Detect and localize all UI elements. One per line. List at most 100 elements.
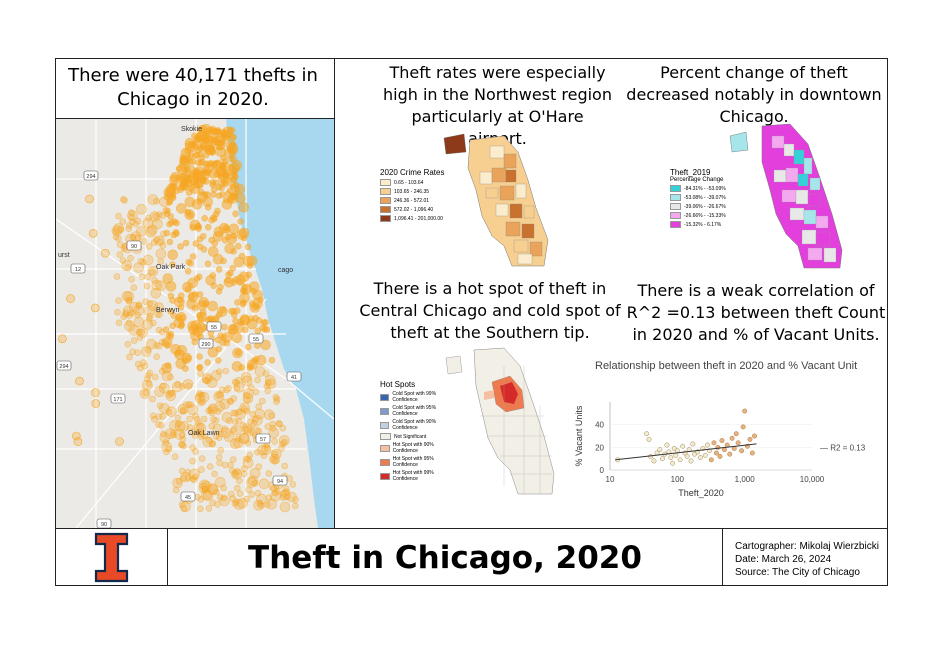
theft-point [222,172,229,179]
theft-point [114,235,122,242]
theft-point [149,395,156,403]
theft-point [236,490,244,497]
rates-legend-title: 2020 Crime Rates [380,168,445,177]
theft-point [184,196,196,208]
scatter-point [659,456,665,462]
theft-point [238,227,250,239]
theft-point [292,502,299,510]
theft-point [210,416,217,423]
theft-point [184,286,192,293]
theft-point [113,273,121,280]
theft-point [216,434,223,441]
theft-point [214,401,225,412]
theft-point [238,202,249,213]
theft-point [230,426,238,433]
theft-point [219,339,226,346]
theft-point [187,320,198,332]
theft-point [238,271,250,283]
theft-point [265,494,273,502]
place-labels: Skokie Oak Park Berwyn Oak Lawn cago urst [58,126,293,437]
correlation-caption: There is a weak correlation of R^2 =0.13… [626,281,886,344]
theft-point [224,227,231,234]
theft-point [162,273,174,284]
theft-point [226,233,238,244]
theft-point [262,319,269,326]
theft-point [252,415,263,426]
theft-point [136,203,147,215]
theft-point [184,468,191,476]
theft-point [271,450,279,458]
theft-point [203,178,210,185]
theft-point [58,334,67,344]
theft-point [157,258,165,265]
theft-point [209,499,216,507]
theft-point [175,420,182,427]
theft-point [142,298,149,305]
theft-point [194,392,206,404]
theft-point [198,455,206,462]
theft-point [163,229,171,237]
theft-point [273,395,281,403]
theft-point [228,307,235,315]
theft-point [149,319,157,327]
scatter-point [684,453,690,459]
theft-point [155,280,167,292]
change-legend-swatch [670,185,681,192]
theft-point [212,231,224,242]
road-shield-label: 55 [211,325,217,331]
theft-point [281,439,288,446]
theft-point [115,212,122,220]
theft-point [116,251,124,258]
theft-point [234,435,242,443]
theft-point [124,320,135,332]
theft-point [230,395,238,402]
hotspot-legend-swatch [380,407,390,415]
change-legend-swatch [670,212,681,219]
scatter-point [717,453,723,459]
theft-point [182,239,190,247]
theft-point [260,444,272,456]
theft-point [236,477,243,485]
theft-point [223,277,235,288]
theft-point [201,215,208,222]
theft-point [159,212,166,220]
theft-point [190,141,197,149]
theft-point [176,203,187,214]
change-legend-swatch [670,194,681,201]
theft-point [200,143,207,150]
theft-point [198,391,205,399]
scatter-point [697,455,703,460]
theft-point [124,341,132,348]
theft-point [215,453,223,461]
road-shield: 90 [96,518,112,528]
theft-point [181,184,188,191]
rates-legend-item: 1,096.41 - 201,000.00 [380,215,460,222]
theft-point [220,257,227,265]
theft-point [243,495,251,503]
theft-point [244,243,252,251]
y-axis-label: % Vacant Units [574,405,584,466]
scatter-point [752,433,757,439]
theft-point [129,234,137,241]
theft-point [133,262,144,273]
change-legend-swatch [670,203,681,210]
hotspot-legend-label: Not Significant [394,433,427,440]
theft-point [145,372,152,379]
theft-point [249,410,257,418]
theft-point [212,210,220,218]
theft-point [195,422,207,434]
theft-point [167,249,178,261]
theft-point [204,223,212,231]
theft-point [228,467,236,474]
theft-point [244,396,251,404]
theft-point [73,437,83,446]
road-shield: 12 [70,263,86,274]
theft-point [232,173,239,180]
road-shield-label: 171 [113,397,122,403]
scatter-point [708,457,714,463]
theft-point [148,268,156,276]
theft-point [124,264,132,271]
theft-point [165,408,173,416]
theft-point [260,339,271,351]
theft-point [240,372,252,383]
